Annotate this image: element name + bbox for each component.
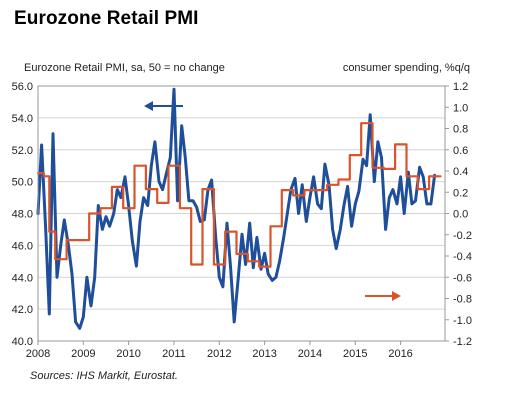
left-tick-label: 42.0	[12, 304, 33, 316]
right-tick-label: 0.8	[453, 124, 468, 136]
pmi-series-line	[36, 87, 437, 330]
chart-title: Eurozone Retail PMI	[14, 8, 199, 29]
x-tick-label: 2011	[162, 348, 186, 360]
x-tick-label: 2015	[343, 348, 367, 360]
left-tick-label: 50.0	[12, 177, 33, 189]
right-tick-label: 0.4	[453, 166, 468, 178]
x-tick-label: 2012	[207, 348, 231, 360]
right-tick-label: 1.0	[453, 102, 468, 114]
x-tick-label: 2014	[298, 348, 322, 360]
left-tick-label: 48.0	[12, 209, 33, 221]
x-tick-label: 2010	[116, 348, 140, 360]
x-tick-label: 2009	[71, 348, 95, 360]
left-tick-label: 44.0	[12, 272, 33, 284]
right-axis-label: consumer spending, %q/q	[343, 62, 470, 74]
left-axis-label: Eurozone Retail PMI, sa, 50 = no change	[24, 62, 225, 74]
left-tick-label: 40.0	[12, 336, 33, 348]
legend-arrows	[144, 101, 401, 301]
left-tick-label: 54.0	[12, 113, 33, 125]
left-tick-label: 56.0	[12, 81, 33, 93]
ticks: 40.0 42.0 44.0 46.0 48.0 50.0 52.0 54.0 56.0 -1.2…	[12, 81, 472, 360]
x-tick-label: 2016	[388, 348, 412, 360]
series	[36, 87, 442, 330]
right-tick-label: 0.2	[453, 187, 468, 199]
x-tick-label: 2008	[26, 348, 50, 360]
right-tick-label: -0.2	[453, 230, 472, 242]
left-axis-arrowhead	[144, 101, 153, 111]
right-tick-label: 0.6	[453, 145, 468, 157]
right-tick-label: -0.6	[453, 272, 472, 284]
right-tick-label: 1.2	[453, 81, 468, 93]
x-tick-label: 2013	[252, 348, 276, 360]
source-note: Sources: IHS Markit, Eurostat.	[30, 370, 178, 382]
right-tick-label: -1.0	[453, 315, 472, 327]
plot-frame	[37, 85, 446, 342]
left-tick-label: 46.0	[12, 240, 33, 252]
left-tick-label: 52.0	[12, 145, 33, 157]
right-axis-arrowhead	[392, 291, 401, 301]
right-tick-label: 0.0	[453, 209, 468, 221]
consumer-spending-series-line	[36, 122, 442, 268]
right-tick-label: -0.8	[453, 294, 472, 306]
right-tick-label: -1.2	[453, 336, 472, 348]
right-tick-label: -0.4	[453, 251, 472, 263]
